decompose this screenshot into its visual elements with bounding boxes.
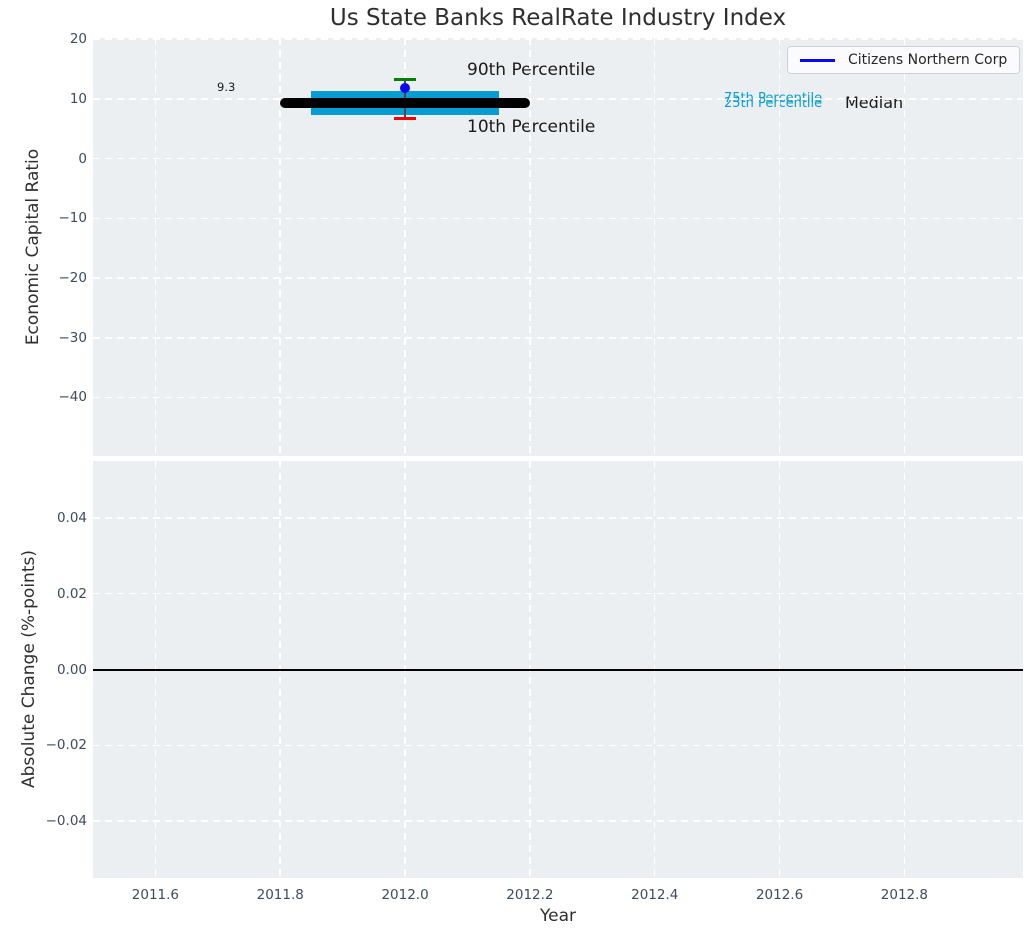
legend-line-sample	[800, 58, 835, 62]
median-line	[280, 98, 530, 109]
bottom-plot-area	[93, 461, 1023, 878]
gridline-vertical	[154, 38, 157, 456]
x-tick-label: 2012.4	[631, 887, 679, 903]
legend: Citizens Northern Corp	[787, 46, 1020, 74]
y-tick-label: 0.04	[56, 509, 87, 526]
x-tick-label: 2011.6	[131, 887, 180, 903]
gridline-horizontal	[93, 820, 1023, 822]
y-tick-label: 20	[69, 31, 87, 48]
company-data-point	[400, 82, 411, 93]
gridline-horizontal	[93, 157, 1023, 160]
y-tick-label: 0	[78, 150, 87, 167]
gridline-horizontal	[93, 592, 1023, 595]
gridline-vertical	[279, 38, 281, 456]
y-tick-label: −30	[58, 329, 88, 346]
gridline-horizontal	[93, 277, 1023, 279]
x-tick-label: 2012.0	[381, 887, 429, 903]
top-plot-area: 9.3 90th Percentile 10th Percentile 75th…	[93, 38, 1023, 456]
y-tick-label: −0.02	[45, 737, 87, 754]
median-annotation: Median	[845, 93, 904, 112]
p10-percentile-annotation: 10th Percentile	[467, 117, 596, 137]
x-axis-label: Year	[540, 906, 576, 926]
p25-percentile-annotation: 25th Percentile	[724, 96, 823, 111]
p10-cap	[394, 117, 417, 121]
gridline-horizontal	[93, 98, 1023, 100]
p90-percentile-annotation: 90th Percentile	[467, 60, 596, 80]
y-tick-label: −10	[58, 210, 88, 227]
zero-line	[93, 668, 1023, 671]
gridline-horizontal	[93, 337, 1023, 339]
y-tick-label: 10	[69, 90, 87, 107]
gridline-horizontal	[93, 38, 1023, 40]
x-tick-label: 2012.6	[755, 887, 804, 903]
median-value-annotation: 9.3	[217, 80, 236, 94]
gridline-horizontal	[93, 517, 1023, 519]
p90-cap	[394, 78, 417, 82]
gridline-horizontal	[93, 396, 1023, 399]
gridline-vertical	[529, 38, 531, 456]
x-tick-label: 2012.8	[880, 887, 929, 903]
x-tick-label: 2012.2	[506, 887, 554, 903]
y-tick-label: 0.02	[56, 585, 87, 602]
gridline-vertical	[653, 38, 656, 456]
chart-title: Us State Banks RealRate Industry Index	[329, 5, 787, 31]
gridline-vertical	[404, 38, 406, 456]
y-tick-label: −20	[58, 270, 88, 287]
gridline-vertical	[903, 38, 906, 456]
y-tick-label: −0.04	[45, 813, 87, 830]
y-tick-label: −40	[58, 389, 88, 406]
gridline-vertical	[778, 38, 781, 456]
gridline-horizontal	[93, 744, 1023, 747]
gridline-horizontal	[93, 217, 1023, 220]
legend-label: Citizens Northern Corp	[848, 52, 1008, 68]
x-tick-label: 2011.8	[256, 887, 304, 903]
top-y-axis-label: Economic Capital Ratio	[23, 148, 43, 346]
y-tick-label: 0.00	[56, 661, 87, 678]
